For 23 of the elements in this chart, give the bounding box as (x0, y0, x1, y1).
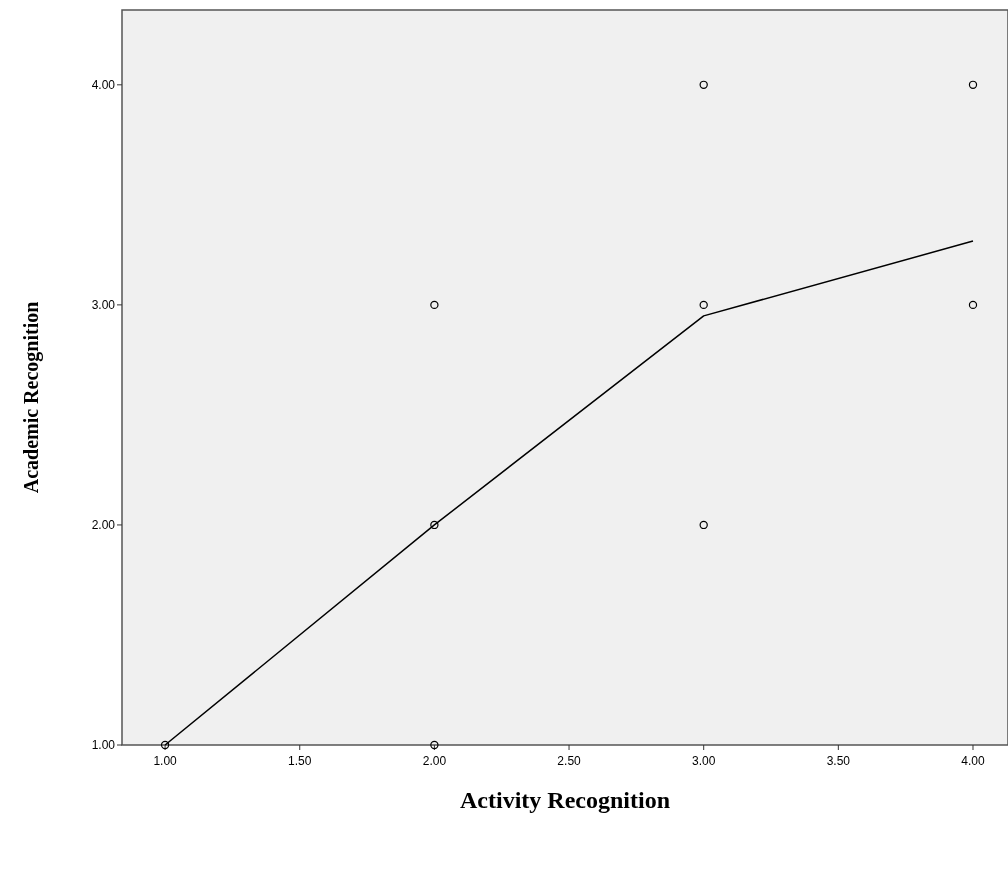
y-tick-label: 4.00 (91, 78, 116, 93)
y-tick-label: 1.00 (91, 738, 116, 753)
x-tick-label: 1.00 (153, 754, 178, 768)
point (699, 80, 708, 89)
y-tick-label: 3.00 (91, 298, 116, 313)
y-tick-label: 2.00 (91, 518, 116, 533)
point (968, 80, 978, 89)
x-axis-title: Activity Recognition (460, 787, 670, 813)
x-tick-label: 2.50 (557, 754, 582, 768)
point (699, 520, 708, 530)
x-tick-label: 4.00 (961, 754, 985, 768)
point (430, 300, 439, 310)
x-tick-label: 1.50 (288, 754, 312, 768)
point (430, 740, 439, 750)
y-axis-title: Academic Recognition (20, 301, 43, 494)
x-tick-label: 3.50 (826, 754, 851, 768)
x-tick-label: 3.00 (692, 754, 716, 768)
x-tick-label: 2.00 (422, 754, 447, 768)
point (699, 300, 708, 310)
point (430, 520, 439, 530)
point (968, 300, 978, 310)
line-series (164, 240, 974, 746)
point (160, 740, 170, 750)
